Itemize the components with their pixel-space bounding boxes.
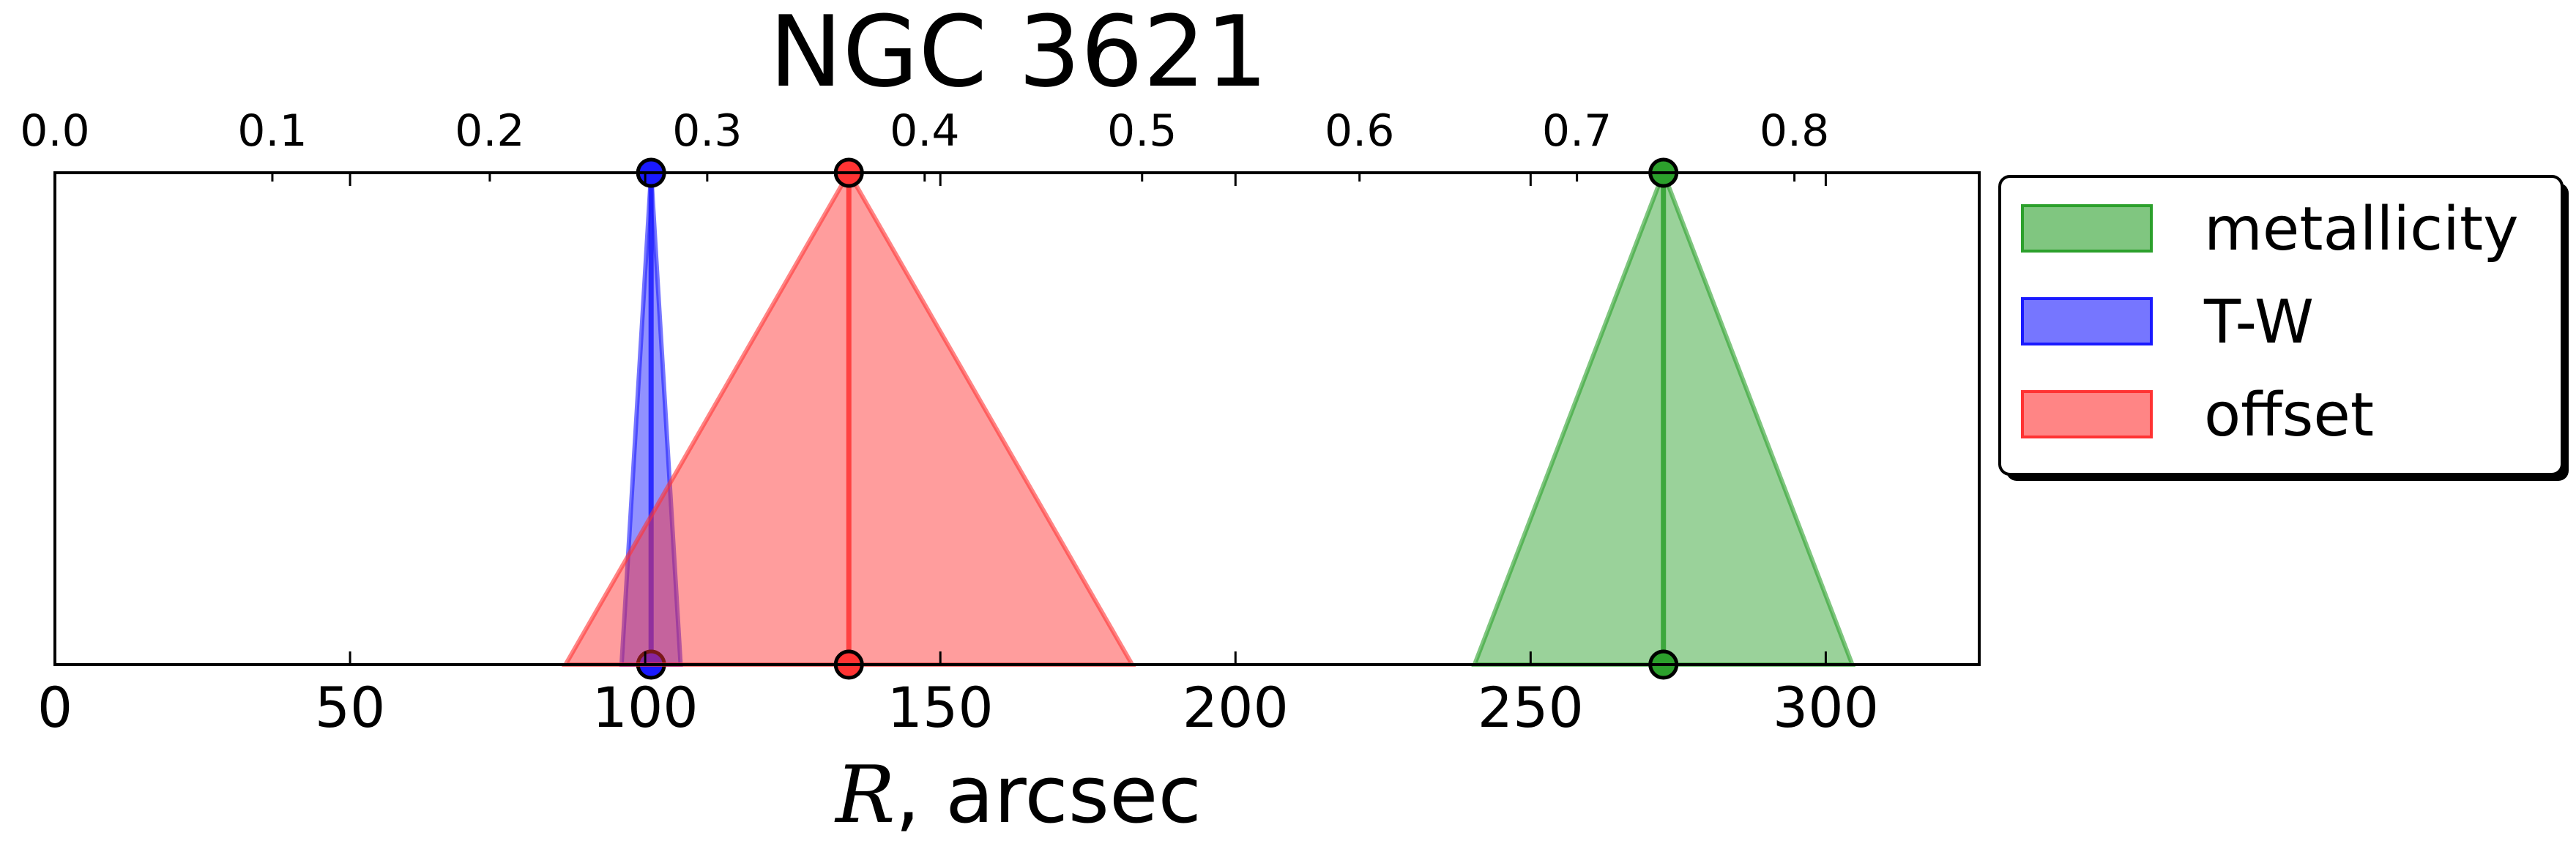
legend-swatch-metallicity [2021,204,2153,253]
x-tick-label: 100 [592,675,699,740]
chart-title: NGC 3621 [769,0,1267,109]
legend-label-metallicity: metallicity [2204,195,2519,264]
legend-label-offset: offset [2204,381,2374,450]
x-tick-label: 0 [37,675,72,740]
x-tick-label: 300 [1773,675,1879,740]
bottom-axis: 0 50 100 150 200 250 300 [37,173,1879,740]
x-axis-label: R, arcsec [834,750,1202,841]
x-tick-label: 50 [315,675,386,740]
top-axis: 0.0 0.1 0.2 0.3 0.4 0.5 0.6 0.7 0.8 [20,105,1829,182]
top-tick-label: 0.5 [1107,105,1177,157]
legend-items: metallicity T-W offset [2021,195,2519,450]
top-tick-label: 0.2 [455,105,524,157]
top-tick-label: 0.0 [20,105,89,157]
x-axis-symbol: R [834,750,895,841]
x-tick-label: 200 [1183,675,1289,740]
plot-marks [562,157,1856,680]
top-tick-label: 0.7 [1542,105,1612,157]
top-tick-label: 0.1 [237,105,307,157]
top-tick-label: 0.4 [890,105,959,157]
plot-frame [53,171,1981,666]
legend-swatch-offset [2021,390,2153,438]
legend: metallicity T-W offset [1998,175,2569,481]
legend-label-t-w: T-W [2203,288,2314,357]
x-tick-label: 150 [887,675,994,740]
top-tick-label: 0.8 [1760,105,1829,157]
x-axis-unit: , arcsec [895,750,1201,841]
x-tick-label: 250 [1478,675,1584,740]
top-tick-label: 0.3 [672,105,742,157]
top-tick-label: 0.6 [1325,105,1394,157]
legend-swatch-t-w [2021,297,2153,345]
